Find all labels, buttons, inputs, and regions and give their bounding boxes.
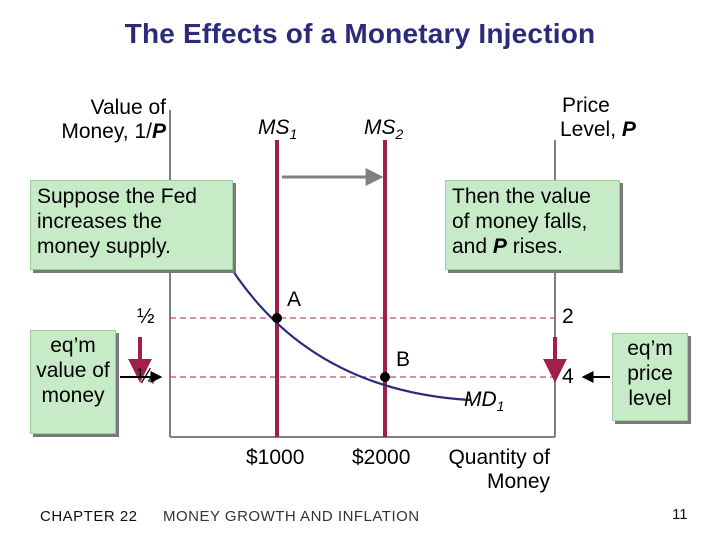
ms2-label: MS2 — [364, 116, 404, 143]
x-axis-title: Quantity of Money — [448, 446, 550, 494]
tick-quantity-1000: $1000 — [246, 446, 305, 469]
md-label: MD1 — [464, 388, 505, 415]
tick-quarter: ¼ — [137, 365, 155, 388]
point-a-label: A — [287, 288, 302, 311]
left-axis-title: Value of Money, 1/P — [48, 96, 166, 144]
right-axis-title: Price Level, P — [560, 94, 636, 142]
point-b — [380, 372, 390, 382]
tick-price-2: 2 — [562, 305, 574, 328]
right-axis-variable: P — [621, 118, 636, 142]
ms1-label: MS1 — [258, 116, 298, 143]
left-axis-variable: P — [151, 120, 166, 144]
tick-half: ½ — [137, 305, 155, 328]
page-number: 11 — [672, 506, 688, 523]
fed-increase-callout: Suppose the Fed increases the money supp… — [30, 180, 233, 270]
right-axis-title-line1: Price — [562, 94, 610, 117]
tick-quantity-2000: $2000 — [352, 446, 411, 469]
footer-topic: MONEY GROWTH AND INFLATION — [163, 508, 420, 525]
eqm-price-callout: eq’m price level — [612, 333, 688, 421]
md-curve — [219, 249, 471, 402]
tick-price-4: 4 — [562, 365, 574, 388]
left-axis-title-line1: Value of — [90, 96, 167, 119]
eqm-value-callout: eq’m value of money — [30, 330, 116, 434]
slide-title: The Effects of a Monetary Injection — [124, 18, 596, 49]
left-axis-title-line2: Money, 1/P — [61, 120, 166, 144]
point-a — [272, 313, 282, 323]
footer-chapter: CHAPTER 22 — [40, 508, 138, 525]
value-falls-callout: Then the value of money falls, and P ris… — [445, 180, 620, 270]
point-b-label: B — [396, 348, 411, 371]
right-axis-title-line2: Level, P — [560, 118, 636, 142]
